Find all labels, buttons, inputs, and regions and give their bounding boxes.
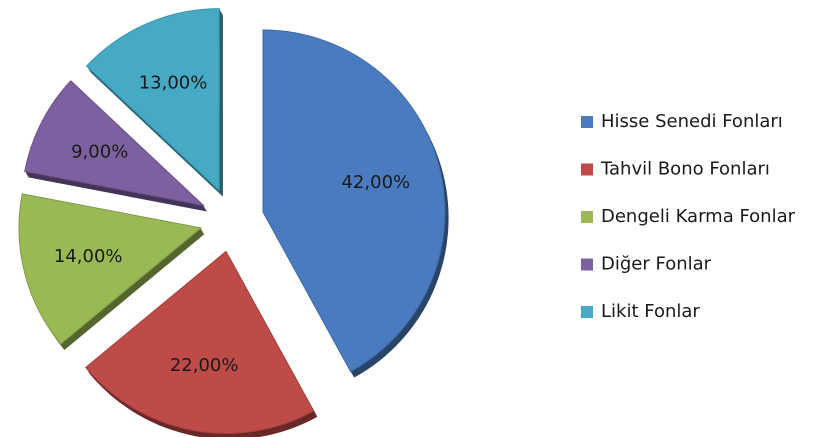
legend-label: Tahvil Bono Fonları	[600, 159, 770, 180]
data-label: 22,00%	[170, 355, 239, 376]
data-label: 14,00%	[54, 246, 123, 267]
slice	[18, 193, 203, 345]
data-label: 13,00%	[139, 73, 208, 94]
legend-swatch	[581, 211, 593, 223]
legend-swatch	[581, 116, 593, 128]
legend-label: Diğer Fonlar	[601, 254, 712, 275]
slice	[85, 250, 315, 434]
legend-swatch	[581, 306, 593, 318]
data-label: 42,00%	[341, 172, 410, 193]
legend-swatch	[581, 163, 593, 176]
legend-label: Likit Fonlar	[601, 301, 700, 322]
legend-swatch	[581, 258, 593, 271]
data-label: 9,00%	[71, 142, 128, 163]
legend-label: Dengeli Karma Fonlar	[601, 206, 796, 227]
slice	[262, 29, 446, 373]
slice	[24, 80, 206, 207]
legend-label: Hisse Senedi Fonları	[601, 111, 783, 132]
slice	[85, 8, 220, 192]
